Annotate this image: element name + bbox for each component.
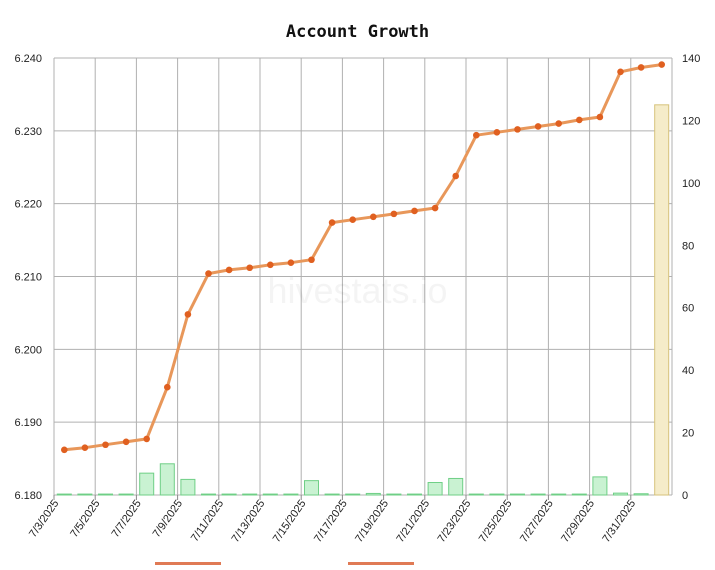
data-point [658,61,665,68]
right-axis-tick-label: 20 [682,428,694,440]
right-axis-tick-label: 100 [682,178,700,190]
bar [221,493,237,496]
bar [448,477,464,496]
chart-title: Account Growth [285,22,430,42]
data-point [431,204,439,212]
x-axis-tick-label: 7/5/2025 [68,498,102,540]
left-axis-tick-label: 6.180 [14,490,42,502]
data-point [349,216,357,223]
data-point [184,311,192,318]
bar [571,493,587,496]
bar [56,493,72,496]
left-axis-tick-label: 6.200 [14,344,42,356]
legend-swatch [348,562,414,565]
bar [406,493,423,496]
legend-swatch [155,562,221,565]
bar [386,493,402,496]
data-point [61,446,68,454]
x-axis-tick-label: 7/3/2025 [27,498,61,540]
x-axis-tick-label: 7/15/2025 [271,498,309,545]
right-axis-tick-label: 0 [682,490,688,502]
bar [283,493,299,496]
data-point [370,213,377,221]
data-point [493,128,501,136]
x-axis-tick-label: 7/23/2025 [436,498,474,545]
data-point [102,441,109,449]
left-axis-tick-label: 6.240 [14,53,42,65]
data-point [390,210,398,218]
bar [97,493,114,496]
bar [345,493,361,496]
bar [612,492,629,496]
data-point [576,116,583,124]
data-point [308,256,315,264]
x-axis-tick-label: 7/13/2025 [230,498,268,545]
data-point [122,438,130,446]
data-point [287,259,295,266]
data-point [596,113,604,121]
x-axis-tick-label: 7/27/2025 [518,498,556,545]
data-point [514,126,521,133]
watermark: hivestats.io [250,270,465,312]
bar [592,476,608,496]
bar [303,480,320,496]
data-point [246,264,253,272]
x-axis-tick-label: 7/25/2025 [477,498,515,545]
x-axis-tick-label: 7/21/2025 [394,498,432,545]
left-axis-tick-label: 6.230 [14,126,42,138]
right-axis-tick-label: 80 [682,240,694,252]
bar [262,493,278,496]
bar [77,493,93,496]
x-axis-tick-label: 7/31/2025 [600,498,638,545]
series-line [64,63,662,452]
bar [200,493,217,496]
bar [180,478,196,496]
right-axis-tick-label: 60 [682,303,694,315]
data-point [617,68,624,76]
data-point [555,120,562,127]
data-point [205,270,212,277]
bar [654,104,670,496]
data-point [143,435,150,443]
bar [468,493,484,496]
data-point [267,261,274,269]
bar [427,482,443,496]
left-axis-tick-label: 6.220 [14,199,42,211]
bar [633,493,649,496]
data-point [81,444,89,451]
data-point [225,266,233,274]
bar [530,493,546,496]
data-point [637,64,645,71]
data-point [164,383,171,391]
bar [324,493,340,496]
bar [551,493,567,496]
bar [365,492,381,496]
bar [118,493,134,496]
x-axis-tick-label: 7/19/2025 [353,498,391,545]
right-axis-tick-label: 40 [682,365,694,377]
left-axis-tick-label: 6.210 [14,272,42,284]
data-point [411,207,418,215]
data-point [328,219,336,226]
right-axis-tick-label: 120 [682,115,700,127]
bar [159,463,175,496]
x-axis-tick-label: 7/29/2025 [559,498,597,545]
x-axis-tick-label: 7/9/2025 [151,498,185,540]
right-axis-tick-label: 140 [682,53,700,65]
data-point [473,131,480,139]
left-axis-tick-label: 6.190 [14,417,42,429]
x-axis-tick-label: 7/17/2025 [312,498,350,545]
bar [489,493,505,496]
data-point [534,123,542,130]
data-point [452,172,460,180]
bar [139,472,155,496]
bar [242,493,258,496]
x-axis-tick-label: 7/7/2025 [109,498,143,540]
x-axis-tick-label: 7/11/2025 [189,498,226,544]
bar [509,493,526,496]
